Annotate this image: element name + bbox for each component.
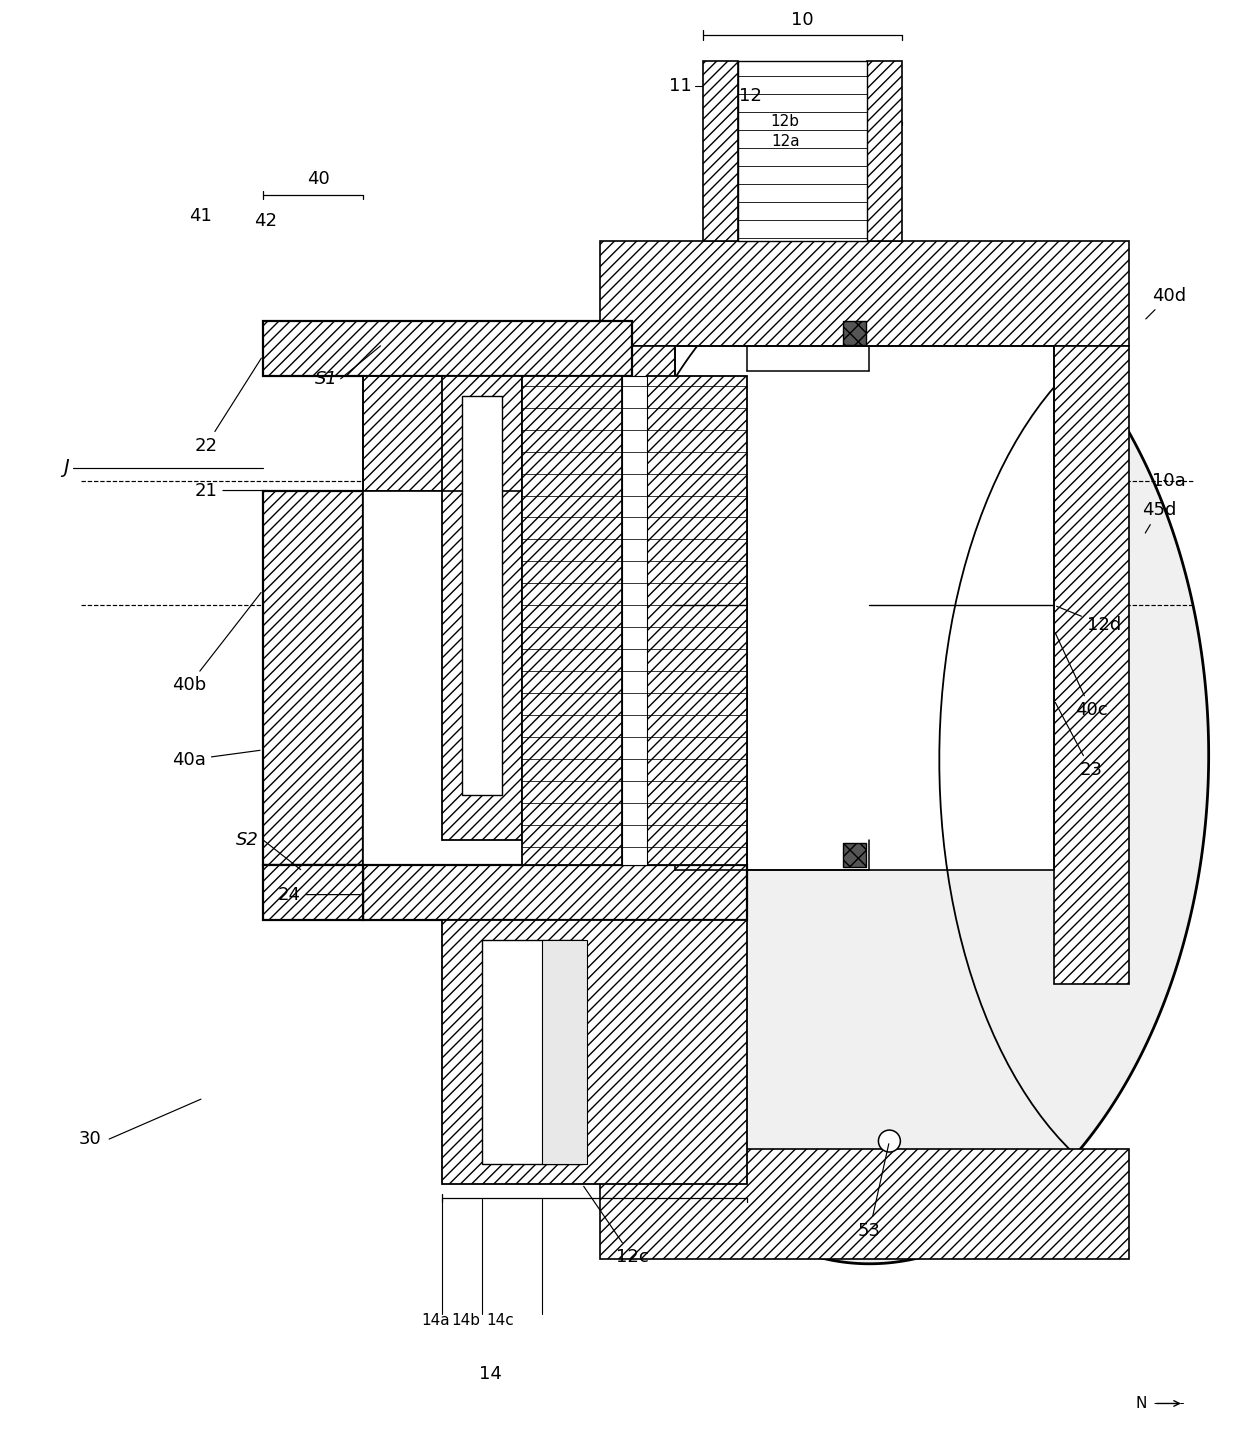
Bar [482,939,582,1164]
Text: 21: 21 [195,481,268,500]
Bar [522,375,622,865]
Text: 14: 14 [479,1365,502,1382]
Bar [738,61,868,241]
Bar [842,843,867,867]
Circle shape [878,1130,900,1152]
Bar [842,320,867,345]
Bar [1054,346,1128,984]
Text: 14c: 14c [486,1313,515,1329]
Text: 53: 53 [858,1143,889,1240]
Text: 40: 40 [308,170,330,188]
Text: 12a: 12a [771,133,800,149]
Text: S2: S2 [236,830,259,849]
Text: 10: 10 [791,10,813,29]
Text: 14b: 14b [451,1313,480,1329]
Bar [362,865,746,920]
Bar [868,61,903,241]
Text: 40d: 40d [1146,287,1185,319]
Bar [263,491,362,865]
Text: 10a: 10a [1152,471,1185,490]
Text: 23: 23 [1055,703,1102,780]
Polygon shape [589,246,1209,1264]
Bar [463,396,502,796]
Text: 45d: 45d [1142,501,1176,533]
Bar [263,865,362,920]
Text: 41: 41 [190,207,212,225]
Text: 12c: 12c [584,1187,649,1266]
Text: 24: 24 [278,885,360,904]
Text: 40b: 40b [172,593,262,694]
Text: 42: 42 [254,212,278,230]
Text: 11: 11 [670,77,692,96]
Text: 40a: 40a [172,751,260,769]
Bar [600,869,675,1149]
Bar [362,491,746,865]
Bar [542,939,587,1164]
Text: 12b: 12b [770,114,800,129]
Text: 22: 22 [195,358,262,455]
Text: 12: 12 [739,87,761,106]
Bar [600,241,1128,346]
Text: 40c: 40c [1055,633,1107,719]
Bar [263,320,632,375]
Bar [622,375,647,865]
Bar [362,375,463,491]
Text: 12d: 12d [1056,606,1121,635]
Bar [600,346,675,630]
Bar [443,375,522,840]
Bar [675,346,1054,869]
Text: 30: 30 [78,1130,102,1148]
Bar [703,61,738,241]
Text: S1: S1 [315,369,337,388]
Text: J: J [63,458,69,477]
Text: N: N [1136,1395,1147,1411]
Text: 14a: 14a [422,1313,450,1329]
Bar [443,920,746,1184]
Bar [647,375,746,865]
Bar [600,1149,1128,1259]
